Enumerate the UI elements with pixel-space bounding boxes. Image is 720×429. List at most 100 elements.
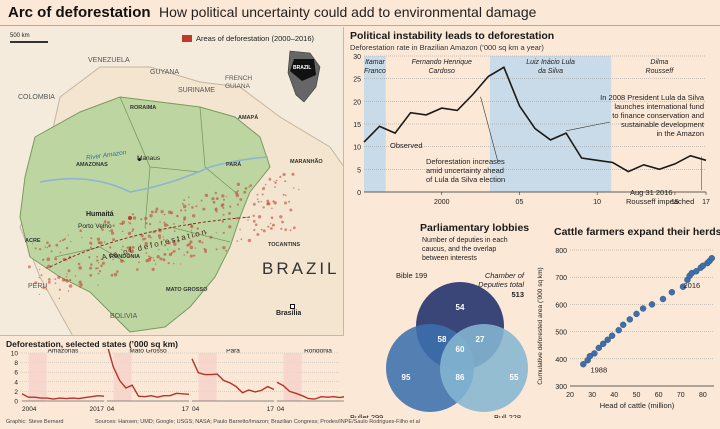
deforestation-dot bbox=[97, 284, 99, 286]
deforestation-dot bbox=[144, 227, 147, 229]
annotation-observed: Observed bbox=[390, 141, 423, 150]
scatter-point bbox=[648, 301, 656, 308]
deforestation-dot bbox=[132, 216, 137, 220]
venn-bible-bull: 27 bbox=[476, 335, 485, 344]
annotation-fund: launches international fund bbox=[614, 102, 704, 111]
deforestation-dot bbox=[42, 286, 45, 290]
deforestation-dot bbox=[236, 182, 241, 186]
deforestation-dot bbox=[110, 229, 114, 233]
highlight-band bbox=[283, 353, 302, 401]
deforestation-dot bbox=[144, 241, 148, 246]
venn-label-bible: Bible 199 bbox=[396, 271, 427, 280]
venn-bullet-bull: 86 bbox=[456, 373, 465, 382]
deforestation-dot bbox=[252, 202, 256, 206]
deforestation-dot bbox=[100, 258, 103, 261]
instability-subtitle: Deforestation rate in Brazilian Amazon (… bbox=[350, 43, 544, 52]
deforestation-dot bbox=[157, 234, 162, 238]
deforestation-dot bbox=[162, 258, 166, 262]
deforestation-dot bbox=[34, 281, 38, 285]
x-tick-label: 17 bbox=[267, 406, 275, 413]
deforestation-dot bbox=[243, 190, 247, 194]
x-tick-label: 04 bbox=[107, 406, 115, 413]
deforestation-dot bbox=[142, 237, 146, 241]
deforestation-dot bbox=[47, 264, 51, 269]
deforestation-dot bbox=[111, 231, 115, 235]
presidency-label: Luiz Inácio Lula bbox=[526, 59, 575, 66]
deforestation-dot bbox=[167, 248, 169, 251]
deforestation-dot bbox=[284, 201, 287, 205]
x-tick-label: 30 bbox=[588, 392, 596, 399]
instability-chart: Political instability leads to deforesta… bbox=[348, 28, 720, 218]
deforestation-dot bbox=[163, 223, 168, 227]
deforestation-dot bbox=[193, 254, 196, 257]
deforestation-dot bbox=[44, 246, 47, 248]
deforestation-dot bbox=[209, 235, 213, 239]
deforestation-dot bbox=[66, 273, 68, 275]
scatter-point bbox=[595, 344, 603, 352]
deforestation-dot bbox=[262, 206, 265, 209]
deforestation-dot bbox=[194, 247, 196, 249]
deforestation-dot bbox=[188, 196, 190, 199]
highlight-band bbox=[28, 353, 47, 401]
footer-credit: Graphic: Steve Bernard bbox=[6, 419, 64, 425]
annotation-fund: In 2008 President Lula da Silva bbox=[600, 93, 705, 102]
deforestation-dot bbox=[215, 248, 218, 251]
deforestation-dot bbox=[91, 243, 93, 245]
deforestation-dot bbox=[119, 222, 122, 225]
deforestation-dot bbox=[112, 238, 116, 242]
deforestation-dot bbox=[192, 214, 196, 218]
state-para: PARÁ bbox=[226, 162, 242, 168]
deforestation-dot bbox=[288, 200, 291, 203]
deforestation-dot bbox=[128, 246, 132, 250]
deforestation-dot bbox=[148, 223, 152, 226]
deforestation-dot bbox=[61, 278, 66, 282]
deforestation-dot bbox=[158, 248, 160, 251]
deforestation-dot bbox=[90, 237, 93, 240]
deforestation-dot bbox=[214, 191, 217, 195]
deforestation-dot bbox=[37, 282, 39, 284]
city-brasilia: Brasília bbox=[276, 310, 302, 317]
deforestation-dot bbox=[65, 258, 68, 261]
deforestation-dot bbox=[42, 258, 45, 261]
deforestation-dot bbox=[116, 270, 119, 273]
x-axis-label: Head of cattle (million) bbox=[600, 401, 675, 410]
deforestation-dot bbox=[167, 262, 170, 265]
deforestation-dot bbox=[65, 279, 69, 283]
city-manaus: Manaus bbox=[137, 155, 161, 162]
deforestation-dot bbox=[271, 207, 273, 210]
scatter-point bbox=[604, 336, 611, 344]
annotation-1988: 1988 bbox=[590, 365, 607, 374]
deforestation-dot bbox=[194, 234, 196, 237]
x-tick-label: 15 bbox=[671, 199, 679, 206]
deforestation-dot bbox=[181, 202, 184, 205]
deforestation-dot bbox=[267, 202, 271, 206]
deforestation-dot bbox=[38, 248, 42, 251]
deforestation-dot bbox=[268, 177, 272, 181]
deforestation-dot bbox=[252, 214, 255, 217]
deforestation-dot bbox=[189, 240, 193, 244]
deforestation-dot bbox=[183, 218, 186, 221]
state-name: Rondônia bbox=[304, 349, 332, 355]
deforestation-dot bbox=[96, 259, 99, 262]
deforestation-dot bbox=[136, 268, 139, 271]
y-tick-label: 30 bbox=[353, 54, 361, 61]
deforestation-dot bbox=[121, 248, 123, 251]
venn-bible-bullet: 58 bbox=[438, 335, 447, 344]
deforestation-dot bbox=[293, 187, 295, 189]
deforestation-dot bbox=[147, 255, 150, 258]
lobbies-subtitle: Number of deputies in each caucus, and t… bbox=[422, 237, 508, 262]
deforestation-dot bbox=[54, 282, 57, 284]
venn-bull-only: 55 bbox=[510, 373, 519, 382]
x-tick-label: 2004 bbox=[22, 406, 37, 413]
deforestation-dot bbox=[163, 213, 166, 216]
annotation-uncertainty: of Lula da Silva election bbox=[426, 175, 505, 184]
deforestation-dot bbox=[200, 199, 203, 202]
deforestation-dot bbox=[220, 204, 224, 208]
state-line bbox=[107, 349, 190, 398]
states-title: Deforestation, selected states (’000 sq … bbox=[6, 339, 178, 349]
x-tick-label: 70 bbox=[677, 392, 685, 399]
humaita-dot bbox=[128, 216, 132, 220]
deforestation-dot bbox=[149, 236, 152, 239]
deforestation-dot bbox=[58, 288, 62, 291]
y-tick-label: 6 bbox=[14, 370, 18, 377]
